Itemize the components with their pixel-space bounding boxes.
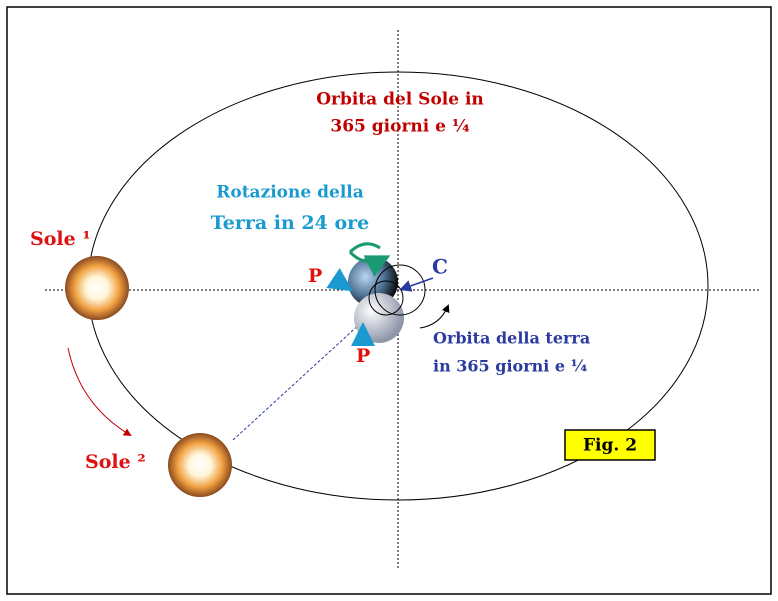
label: P <box>356 345 370 367</box>
label: 365 giorni e ¼ <box>330 117 470 137</box>
rotation-arrow <box>348 244 385 262</box>
label: Rotazione della <box>216 183 364 203</box>
p-arrow-top <box>326 268 353 292</box>
label: Orbita della terra <box>433 329 590 348</box>
c-arrow <box>399 277 434 292</box>
sun-1 <box>65 256 129 320</box>
inner-orbit <box>368 280 404 316</box>
label: Sole ² <box>85 451 146 473</box>
fig-box <box>564 429 656 461</box>
label: Orbita del Sole in <box>316 90 484 110</box>
sun-arrow <box>67 347 132 437</box>
orbit-arrow <box>419 304 450 329</box>
label: Sole ¹ <box>30 228 91 250</box>
label: in 365 giorni e ¼ <box>433 357 588 376</box>
label: Fig. 2 <box>583 436 637 456</box>
sun-line <box>232 321 363 441</box>
sun-2 <box>168 433 232 497</box>
label: Terra in 24 ore <box>211 212 369 234</box>
label: P <box>308 265 322 287</box>
label: C <box>432 255 448 279</box>
